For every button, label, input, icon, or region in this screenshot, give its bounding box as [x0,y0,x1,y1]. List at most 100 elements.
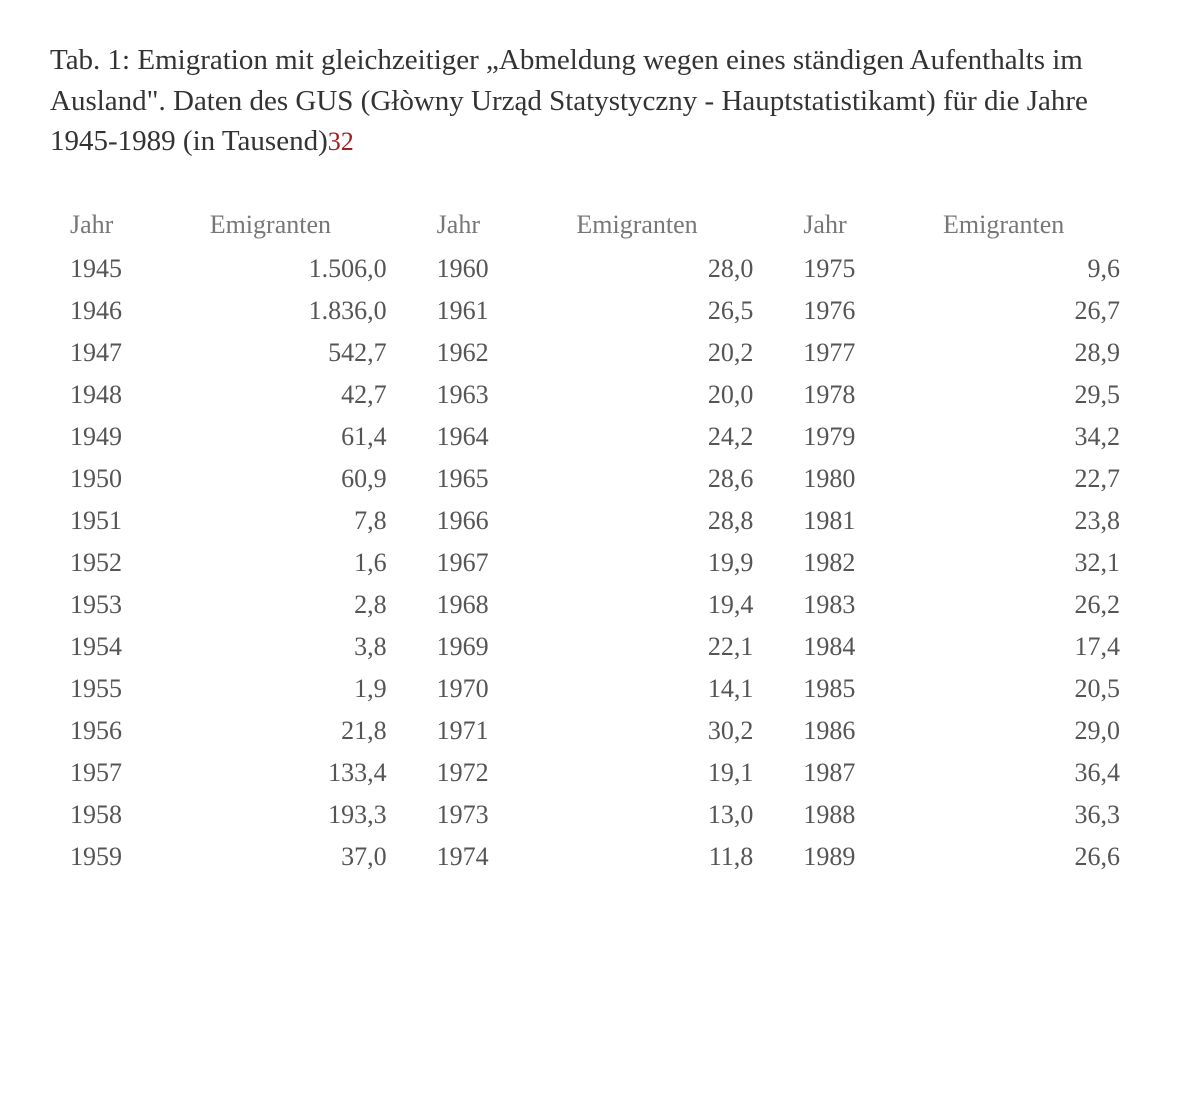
table-row: 19543,8196922,1198417,4 [50,626,1150,668]
cell-year: 1948 [50,374,170,416]
cell-value: 23,8 [903,500,1150,542]
cell-value: 28,9 [903,332,1150,374]
cell-value: 60,9 [170,458,417,500]
cell-year: 1956 [50,710,170,752]
cell-year: 1974 [417,836,537,878]
cell-year: 1980 [783,458,903,500]
cell-year: 1972 [417,752,537,794]
cell-year: 1989 [783,836,903,878]
table-row: 194842,7196320,0197829,5 [50,374,1150,416]
cell-value: 19,9 [536,542,783,584]
cell-value: 28,8 [536,500,783,542]
cell-value: 19,1 [536,752,783,794]
cell-year: 1969 [417,626,537,668]
header-year-1: Jahr [50,202,170,248]
header-year-2: Jahr [417,202,537,248]
cell-value: 29,5 [903,374,1150,416]
table-row: 195060,9196528,6198022,7 [50,458,1150,500]
header-value-3: Emigranten [903,202,1150,248]
cell-year: 1957 [50,752,170,794]
table-row: 195937,0197411,8198926,6 [50,836,1150,878]
table-caption: Tab. 1: Emigration mit gleichzeitiger „A… [50,40,1150,162]
table-row: 19551,9197014,1198520,5 [50,668,1150,710]
cell-value: 22,1 [536,626,783,668]
cell-value: 30,2 [536,710,783,752]
cell-value: 20,2 [536,332,783,374]
cell-value: 20,5 [903,668,1150,710]
cell-year: 1970 [417,668,537,710]
cell-value: 19,4 [536,584,783,626]
cell-year: 1985 [783,668,903,710]
cell-value: 7,8 [170,500,417,542]
cell-value: 3,8 [170,626,417,668]
table-row: 19521,6196719,9198232,1 [50,542,1150,584]
cell-year: 1962 [417,332,537,374]
cell-year: 1982 [783,542,903,584]
cell-year: 1977 [783,332,903,374]
cell-value: 61,4 [170,416,417,458]
cell-year: 1960 [417,248,537,290]
cell-value: 42,7 [170,374,417,416]
cell-value: 28,0 [536,248,783,290]
cell-value: 36,3 [903,794,1150,836]
cell-year: 1987 [783,752,903,794]
cell-year: 1947 [50,332,170,374]
header-value-2: Emigranten [536,202,783,248]
cell-value: 21,8 [170,710,417,752]
cell-year: 1983 [783,584,903,626]
cell-year: 1949 [50,416,170,458]
cell-year: 1981 [783,500,903,542]
table-row: 19517,8196628,8198123,8 [50,500,1150,542]
cell-value: 26,5 [536,290,783,332]
cell-year: 1979 [783,416,903,458]
cell-year: 1958 [50,794,170,836]
table-row: 1947542,7196220,2197728,9 [50,332,1150,374]
table-row: 194961,4196424,2197934,2 [50,416,1150,458]
cell-year: 1955 [50,668,170,710]
cell-value: 9,6 [903,248,1150,290]
cell-year: 1988 [783,794,903,836]
cell-value: 22,7 [903,458,1150,500]
table-row: 19451.506,0196028,019759,6 [50,248,1150,290]
cell-year: 1946 [50,290,170,332]
cell-value: 24,2 [536,416,783,458]
cell-year: 1975 [783,248,903,290]
cell-value: 17,4 [903,626,1150,668]
cell-year: 1966 [417,500,537,542]
cell-value: 36,4 [903,752,1150,794]
cell-year: 1950 [50,458,170,500]
cell-year: 1986 [783,710,903,752]
cell-year: 1964 [417,416,537,458]
cell-value: 193,3 [170,794,417,836]
cell-year: 1967 [417,542,537,584]
header-value-1: Emigranten [170,202,417,248]
cell-value: 26,7 [903,290,1150,332]
cell-year: 1954 [50,626,170,668]
cell-year: 1984 [783,626,903,668]
cell-value: 542,7 [170,332,417,374]
table-row: 19461.836,0196126,5197626,7 [50,290,1150,332]
footnote-link[interactable]: 32 [328,127,354,156]
cell-year: 1963 [417,374,537,416]
cell-value: 1.836,0 [170,290,417,332]
table-header-row: Jahr Emigranten Jahr Emigranten Jahr Emi… [50,202,1150,248]
cell-value: 1,9 [170,668,417,710]
header-year-3: Jahr [783,202,903,248]
cell-value: 133,4 [170,752,417,794]
cell-value: 14,1 [536,668,783,710]
cell-value: 34,2 [903,416,1150,458]
cell-year: 1965 [417,458,537,500]
cell-year: 1978 [783,374,903,416]
table-row: 1957133,4197219,1198736,4 [50,752,1150,794]
cell-year: 1961 [417,290,537,332]
table-row: 1958193,3197313,0198836,3 [50,794,1150,836]
cell-value: 32,1 [903,542,1150,584]
cell-year: 1971 [417,710,537,752]
table-row: 195621,8197130,2198629,0 [50,710,1150,752]
cell-value: 29,0 [903,710,1150,752]
cell-value: 11,8 [536,836,783,878]
cell-year: 1945 [50,248,170,290]
cell-value: 2,8 [170,584,417,626]
cell-value: 13,0 [536,794,783,836]
cell-year: 1953 [50,584,170,626]
